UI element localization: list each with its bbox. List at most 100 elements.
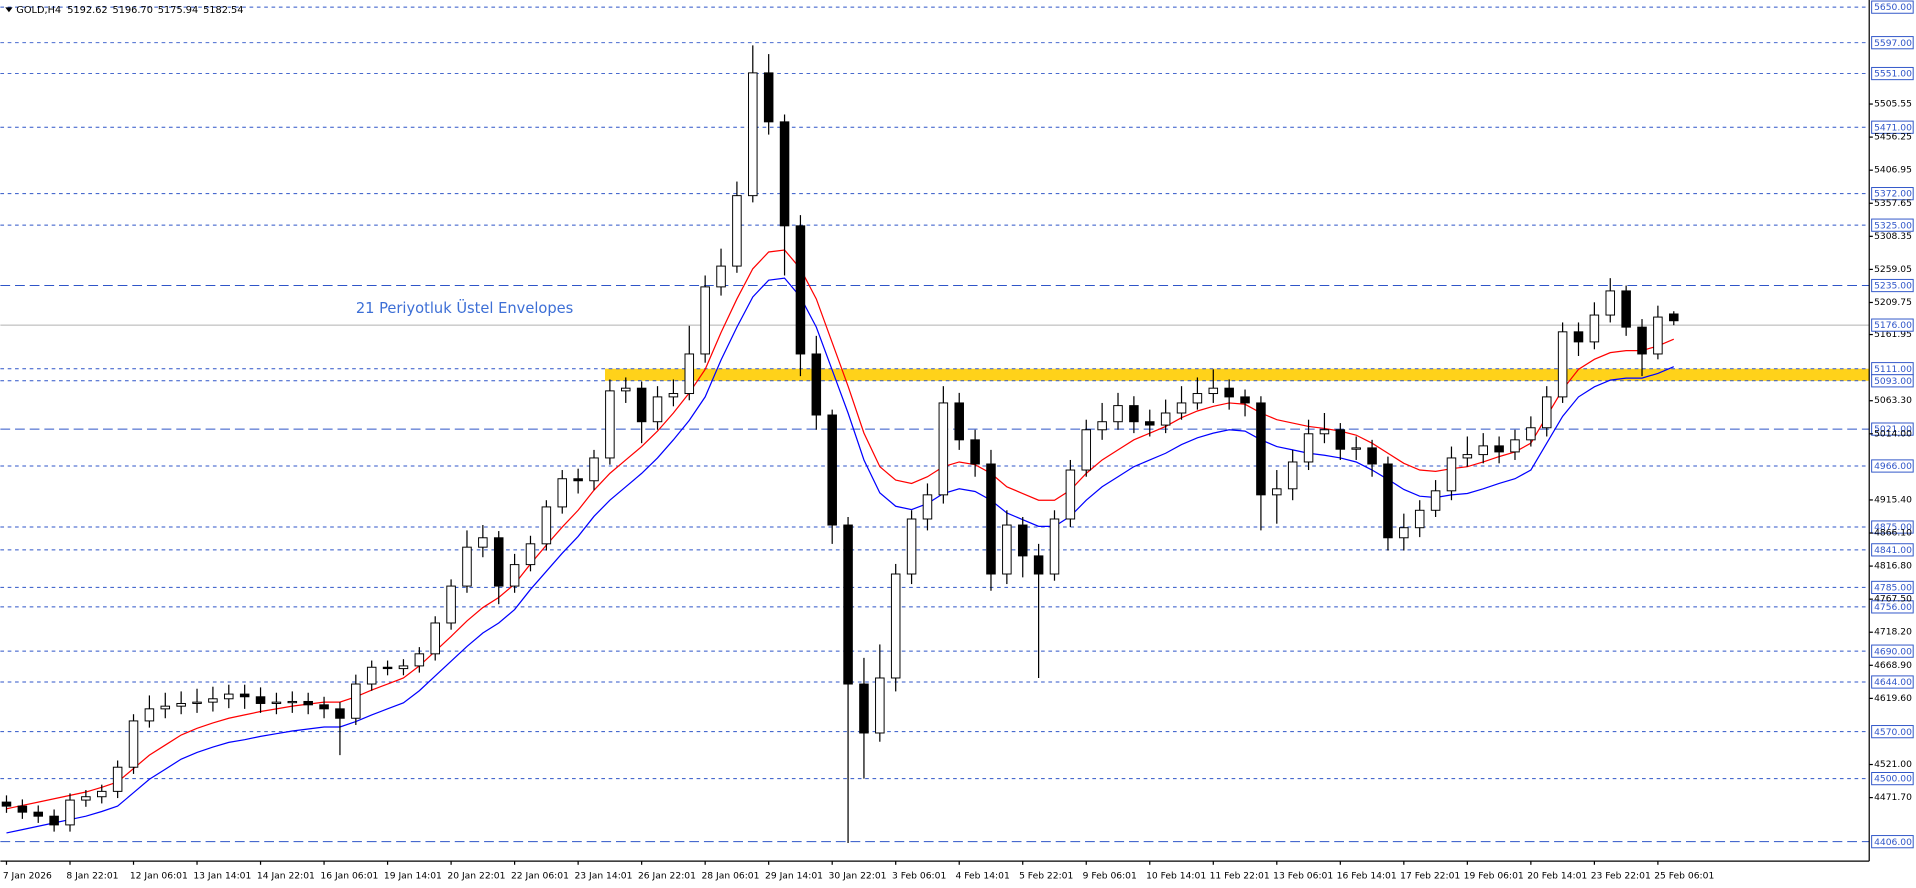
candle-body (1335, 429, 1346, 450)
y-tick-label: 4521.00 (1874, 759, 1912, 770)
level-label-box (1871, 675, 1914, 689)
x-tick-label: 26 Jan 22:01 (638, 870, 696, 881)
y-tick-label: 5259.05 (1874, 264, 1912, 275)
level-label: 4690.00 (1874, 646, 1912, 657)
candle-body (954, 402, 964, 441)
candle-body (239, 693, 250, 698)
candle-body (1557, 331, 1568, 398)
y-tick-label: 5357.65 (1874, 198, 1912, 209)
level-label: 4875.00 (1874, 522, 1912, 533)
candle-body (414, 653, 425, 667)
candle-body (1669, 313, 1679, 322)
candle-body (271, 701, 282, 704)
candle-body (176, 702, 186, 707)
x-tick-label: 22 Jan 06:01 (511, 870, 569, 881)
candle-body (875, 677, 885, 734)
candle-body (827, 414, 837, 526)
candle-body (1399, 527, 1409, 539)
x-tick-label: 3 Feb 06:01 (892, 870, 946, 881)
level-label-box (1871, 66, 1914, 81)
candle-body (700, 286, 710, 355)
candle-body (160, 705, 171, 710)
y-tick-label: 4816.80 (1874, 561, 1912, 572)
y-tick-label: 4866.10 (1874, 528, 1912, 539)
level-label-box (1871, 835, 1914, 849)
candle-body (1541, 396, 1552, 429)
x-tick-label: 25 Feb 06:01 (1654, 870, 1714, 881)
candle-body (620, 387, 631, 392)
y-tick-label: 5308.35 (1874, 231, 1912, 242)
level-label-box (1871, 459, 1914, 473)
candle-body (668, 393, 679, 398)
level-label: 5551.00 (1874, 69, 1912, 80)
candle-body (1414, 509, 1425, 529)
candle-body (1526, 427, 1536, 441)
candle-body (509, 564, 520, 587)
header-icon (5, 7, 13, 13)
x-tick-label: 29 Jan 14:01 (765, 870, 823, 881)
candle-body (986, 463, 996, 575)
level-label: 4966.00 (1874, 461, 1912, 472)
candle-body (398, 665, 409, 670)
x-tick-label: 19 Feb 06:01 (1464, 870, 1524, 881)
level-label-box (1871, 36, 1914, 50)
y-tick-label: 5209.75 (1874, 297, 1912, 308)
candle-body (1065, 469, 1076, 520)
candle-body (1, 801, 12, 807)
candle-body (144, 708, 155, 722)
y-tick-label: 4471.70 (1874, 792, 1912, 803)
candle-body (1589, 314, 1600, 343)
candle-body (890, 573, 901, 679)
candle-body (351, 683, 361, 719)
candle-body (1049, 518, 1060, 575)
x-tick-label: 16 Feb 14:01 (1337, 870, 1397, 881)
candle-body (906, 518, 917, 575)
level-label-box (1871, 644, 1914, 658)
y-tick-label: 4767.50 (1874, 594, 1912, 605)
candle-body (732, 195, 742, 267)
envelope-line (6, 277, 1675, 834)
x-tick-label: 23 Feb 22:01 (1591, 870, 1651, 881)
candle-body (224, 693, 234, 700)
plot-layer (0, 6, 1870, 844)
candle-body (1081, 429, 1092, 471)
candle-body (922, 494, 933, 520)
x-tick-label: 5 Feb 22:01 (1019, 870, 1073, 881)
y-tick-label: 5406.95 (1874, 165, 1912, 176)
candle-body (652, 396, 663, 423)
y-tick-label: 5063.30 (1874, 395, 1912, 406)
candle-body (287, 700, 298, 704)
level-label: 5235.00 (1874, 281, 1912, 292)
header-low: 5175.94 (158, 5, 198, 16)
x-tick-label: 4 Feb 14:01 (956, 870, 1010, 881)
candle-body (1383, 463, 1393, 539)
symbol: GOLD,H4 (16, 5, 61, 16)
candle-body (1446, 457, 1457, 492)
x-tick-label: 13 Feb 06:01 (1273, 870, 1333, 881)
candle-body (748, 72, 758, 197)
candle-body (128, 720, 139, 768)
candle-body (319, 704, 329, 710)
candle-body (795, 225, 806, 355)
candle-body (573, 478, 583, 482)
level-label: 5597.00 (1874, 38, 1912, 49)
x-tick-label: 16 Jan 06:01 (320, 870, 378, 881)
candle-body (557, 478, 568, 508)
level-label-box (1871, 422, 1914, 436)
candle-body (1573, 331, 1584, 343)
y-tick-label: 4619.60 (1874, 693, 1912, 704)
y-tick-label: 4668.90 (1874, 660, 1912, 671)
level-label: 5650.00 (1874, 2, 1912, 13)
header-close: 5182.54 (203, 5, 243, 16)
x-tick-label: 17 Feb 22:01 (1400, 870, 1460, 881)
level-label: 5111.00 (1874, 364, 1912, 375)
candle-body (1033, 555, 1044, 575)
candle-body (1430, 490, 1441, 511)
candle-body (478, 537, 488, 548)
level-label: 4500.00 (1874, 774, 1912, 785)
level-label-box (1871, 0, 1914, 14)
header-open: 5192.62 (67, 5, 107, 16)
level-label: 5021.00 (1874, 424, 1912, 435)
